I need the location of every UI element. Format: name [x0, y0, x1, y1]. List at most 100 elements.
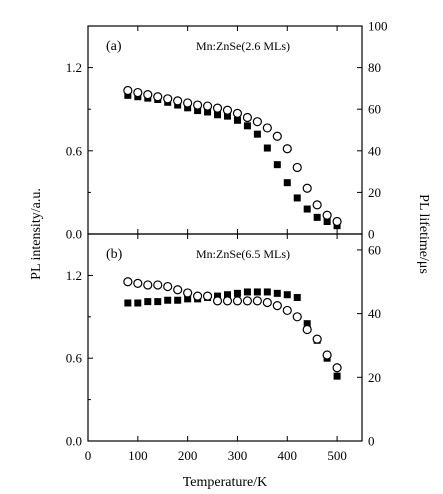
data-point-square	[333, 372, 341, 380]
data-point-circle	[153, 92, 163, 102]
data-point-square	[174, 296, 182, 304]
right-tick-label: 40	[368, 143, 381, 158]
data-point-circle	[153, 280, 163, 290]
data-point-circle	[252, 117, 262, 127]
data-point-square	[124, 91, 132, 99]
data-point-circle	[242, 296, 253, 306]
data-point-square	[263, 288, 271, 296]
data-point-square	[214, 111, 222, 119]
data-point-circle	[163, 281, 173, 292]
data-point-circle	[212, 296, 223, 306]
data-point-square	[184, 104, 192, 112]
data-point-square	[223, 291, 231, 299]
left-tick-label: 1.2	[66, 60, 82, 75]
x-tick-label: 0	[85, 448, 92, 463]
data-point-square	[233, 116, 241, 124]
data-point-circle	[173, 96, 183, 106]
data-point-circle	[222, 296, 233, 306]
data-point-square	[204, 108, 212, 116]
data-point-square	[283, 179, 291, 187]
x-tick-label: 100	[128, 448, 148, 463]
data-point-square	[164, 296, 172, 304]
data-point-circle	[193, 100, 203, 110]
x-axis-label: Temperature/K	[183, 475, 268, 490]
data-point-square	[243, 288, 251, 296]
right-tick-label: 60	[368, 102, 381, 117]
data-point-square	[313, 213, 321, 221]
data-point-square	[303, 205, 311, 213]
data-point-circle	[252, 296, 262, 306]
x-tick-label: 400	[278, 448, 298, 463]
data-point-square	[273, 289, 281, 297]
left-tick-label: 0.0	[66, 227, 82, 242]
data-point-square	[184, 295, 192, 303]
data-point-square	[293, 293, 301, 301]
left-tick-label: 0.6	[66, 143, 83, 158]
data-point-circle	[312, 200, 322, 210]
data-point-square	[323, 218, 331, 226]
data-point-circle	[282, 305, 292, 316]
data-point-circle	[302, 183, 312, 193]
left-tick-label: 0.6	[66, 351, 83, 366]
data-point-square	[253, 130, 261, 138]
data-point-square	[154, 298, 162, 306]
data-point-square	[303, 320, 311, 328]
data-point-square	[214, 292, 222, 300]
data-point-square	[144, 298, 152, 306]
data-point-circle	[272, 131, 282, 141]
data-point-square	[233, 289, 241, 297]
data-point-circle	[322, 350, 332, 360]
data-point-circle	[212, 103, 223, 113]
data-point-circle	[292, 312, 302, 322]
left-tick-label: 0.0	[66, 434, 82, 449]
x-tick-label: 300	[228, 448, 248, 463]
data-point-square	[124, 299, 132, 307]
data-point-square	[263, 144, 271, 152]
panel-annotation: Mn:ZnSe(6.5 MLs)	[196, 247, 290, 261]
right-tick-label: 100	[368, 19, 388, 34]
data-point-circle	[143, 280, 153, 290]
data-point-circle	[143, 90, 153, 100]
data-point-circle	[123, 85, 133, 96]
data-point-square	[134, 299, 142, 307]
data-point-circle	[332, 216, 342, 227]
data-point-circle	[282, 144, 292, 154]
data-point-circle	[193, 291, 203, 301]
data-point-circle	[322, 210, 332, 220]
x-tick-label: 500	[327, 448, 347, 463]
data-point-square	[243, 122, 251, 130]
left-axis-label: PL intensity/a.u.	[29, 188, 44, 280]
data-point-circle	[173, 285, 183, 295]
data-point-square	[223, 112, 231, 120]
data-point-circle	[302, 324, 312, 335]
data-point-circle	[262, 123, 272, 133]
right-tick-label: 40	[368, 306, 381, 321]
data-point-circle	[133, 278, 143, 288]
data-point-square	[273, 161, 281, 169]
data-point-circle	[222, 105, 233, 115]
data-point-circle	[292, 162, 302, 173]
data-point-circle	[202, 101, 213, 111]
x-tick-label: 200	[178, 448, 198, 463]
data-point-circle	[312, 334, 322, 344]
data-point-circle	[183, 98, 193, 108]
data-point-circle	[123, 277, 133, 287]
panel-label: (b)	[106, 247, 123, 262]
data-point-circle	[202, 291, 213, 301]
right-tick-label: 60	[368, 242, 381, 257]
right-tick-label: 20	[368, 370, 381, 385]
data-point-circle	[183, 288, 193, 298]
left-tick-label: 1.2	[66, 268, 82, 283]
data-point-circle	[232, 296, 243, 306]
data-point-circle	[163, 94, 173, 104]
right-tick-label: 80	[368, 60, 381, 75]
data-point-circle	[272, 301, 282, 311]
data-point-circle	[242, 112, 253, 123]
data-point-square	[253, 288, 261, 296]
right-tick-label: 0	[368, 434, 375, 449]
right-axis-label: PL lifetime/μs	[416, 194, 431, 274]
data-point-circle	[133, 87, 143, 98]
data-point-square	[283, 291, 291, 299]
right-tick-label: 0	[368, 227, 375, 242]
